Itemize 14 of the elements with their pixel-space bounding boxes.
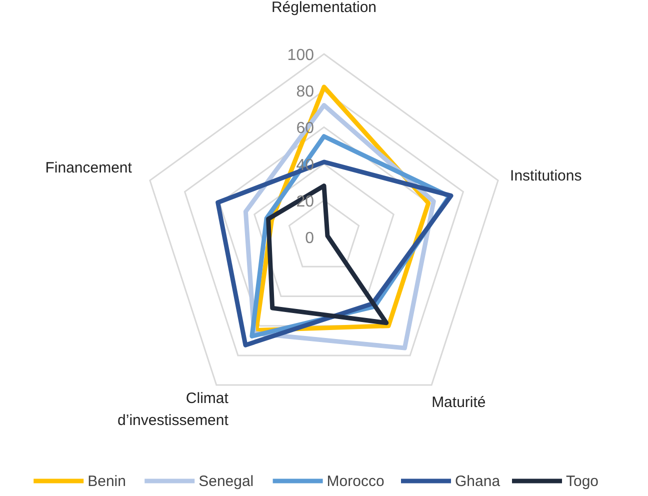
y-tick-label: 0 <box>305 230 314 247</box>
legend-label: Morocco <box>326 473 384 490</box>
spoke-label: Institutions <box>510 167 582 184</box>
spoke-label: Réglementation <box>271 0 377 16</box>
y-tick-label: 40 <box>296 156 314 174</box>
legend-label: Togo <box>566 473 599 490</box>
spoke-label: Climat d’investissement <box>118 390 230 430</box>
legend-label: Benin <box>88 473 126 490</box>
spoke-label: Maturité <box>432 394 486 412</box>
legend-label: Senegal <box>198 473 254 490</box>
legend-label: Ghana <box>455 473 501 490</box>
spoke-label: Financement <box>45 159 133 176</box>
y-tick-label: 80 <box>296 84 314 101</box>
y-tick-label: 100 <box>287 47 314 64</box>
